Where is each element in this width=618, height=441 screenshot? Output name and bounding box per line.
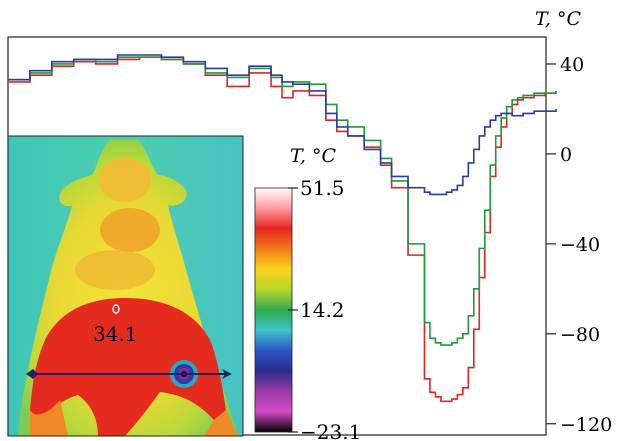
- y-tick-label: −120: [560, 414, 612, 436]
- hot-region: [30, 298, 226, 436]
- profile-arrow-right: [222, 369, 232, 379]
- colorbar-tick-label: 51.5: [300, 176, 345, 200]
- y-tick-label: −80: [560, 324, 600, 346]
- y-tick-label: 0: [560, 144, 572, 166]
- warm-region-chest: [100, 208, 160, 252]
- series-line-3: [8, 54, 557, 196]
- colorbar-tick-label: −23.1: [300, 420, 361, 441]
- warm-region-mid: [75, 250, 155, 290]
- profile-arrow-left: [26, 369, 38, 379]
- y-tick-label: −40: [560, 234, 600, 256]
- warm-region-head: [99, 158, 151, 202]
- thermogram-frame: [7, 135, 244, 437]
- hot-region-edge-right: [204, 410, 238, 436]
- colorbar: [254, 187, 293, 433]
- thermogram-inset: [8, 136, 243, 436]
- series-lines: [8, 54, 557, 403]
- colorbar-tick-label: 14.2: [300, 298, 345, 322]
- y-axis-ticks: 40 0 −40 −80 −120: [546, 54, 612, 436]
- y-axis-label: T, °C: [535, 8, 581, 30]
- measure-point-marker: [112, 304, 120, 314]
- colorbar-title: T, °C: [290, 145, 336, 167]
- y-tick-label: 40: [560, 54, 584, 76]
- annotation-temperature: 34.1: [93, 322, 138, 346]
- colorbar-ticks: 51.5 14.2 −23.1: [288, 176, 361, 441]
- hot-region-edge: [30, 400, 68, 436]
